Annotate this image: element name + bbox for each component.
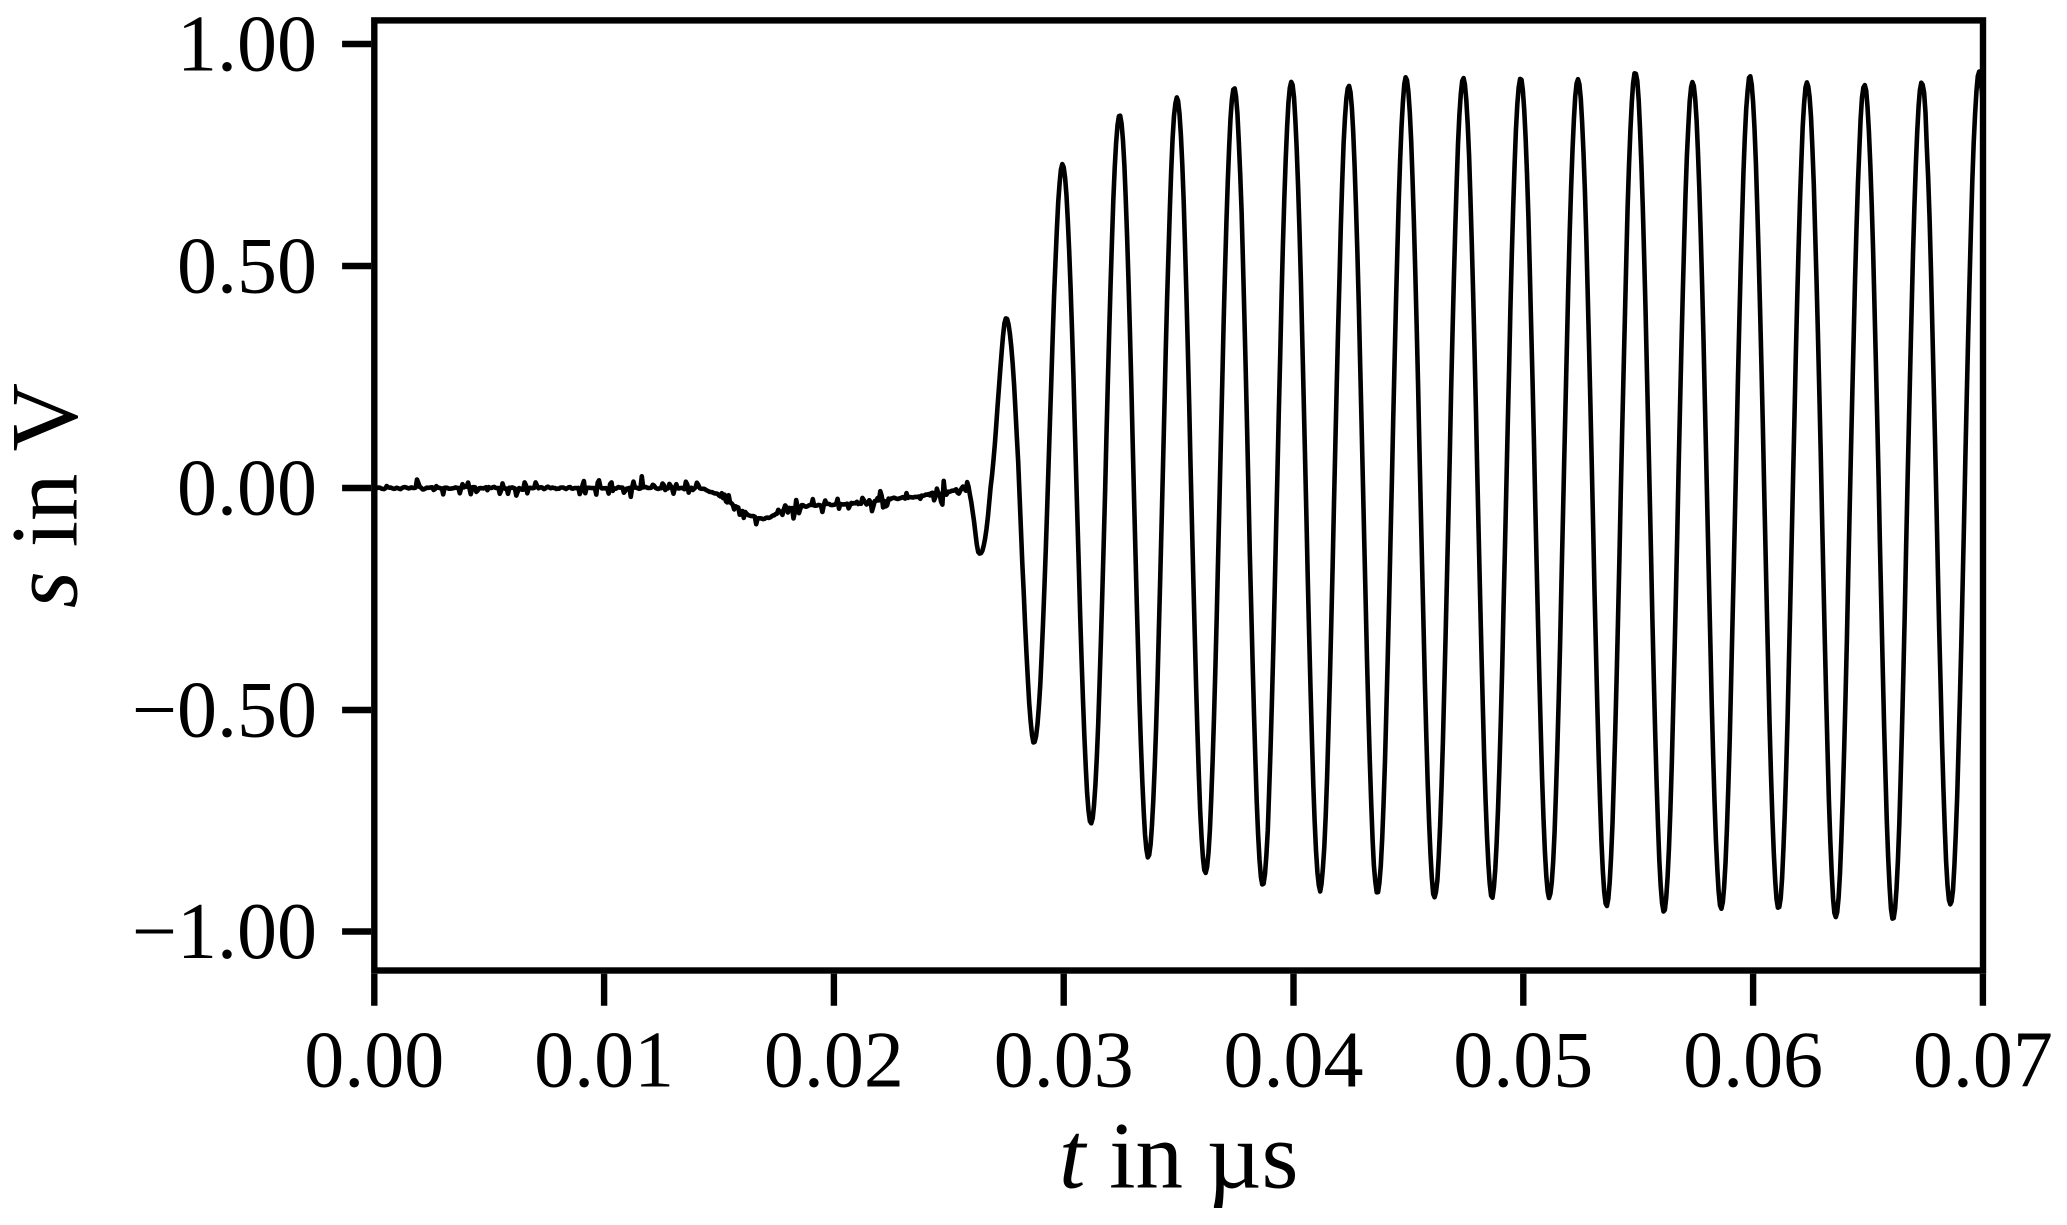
svg-text:s in V: s in V xyxy=(0,383,97,608)
svg-text:t in µs: t in µs xyxy=(1059,1103,1299,1209)
svg-text:0.50: 0.50 xyxy=(177,223,317,311)
svg-text:0.00: 0.00 xyxy=(304,1017,444,1105)
svg-text:0.01: 0.01 xyxy=(534,1017,674,1105)
svg-text:−0.50: −0.50 xyxy=(132,667,317,755)
svg-text:0.06: 0.06 xyxy=(1683,1017,1823,1105)
svg-text:0.07: 0.07 xyxy=(1913,1017,2053,1105)
svg-text:0.04: 0.04 xyxy=(1224,1017,1364,1105)
svg-text:0.05: 0.05 xyxy=(1453,1017,1593,1105)
svg-text:0.00: 0.00 xyxy=(177,445,317,533)
svg-text:−1.00: −1.00 xyxy=(132,888,317,976)
svg-text:1.00: 1.00 xyxy=(177,1,317,89)
svg-text:0.03: 0.03 xyxy=(994,1017,1134,1105)
svg-text:0.02: 0.02 xyxy=(764,1017,904,1105)
